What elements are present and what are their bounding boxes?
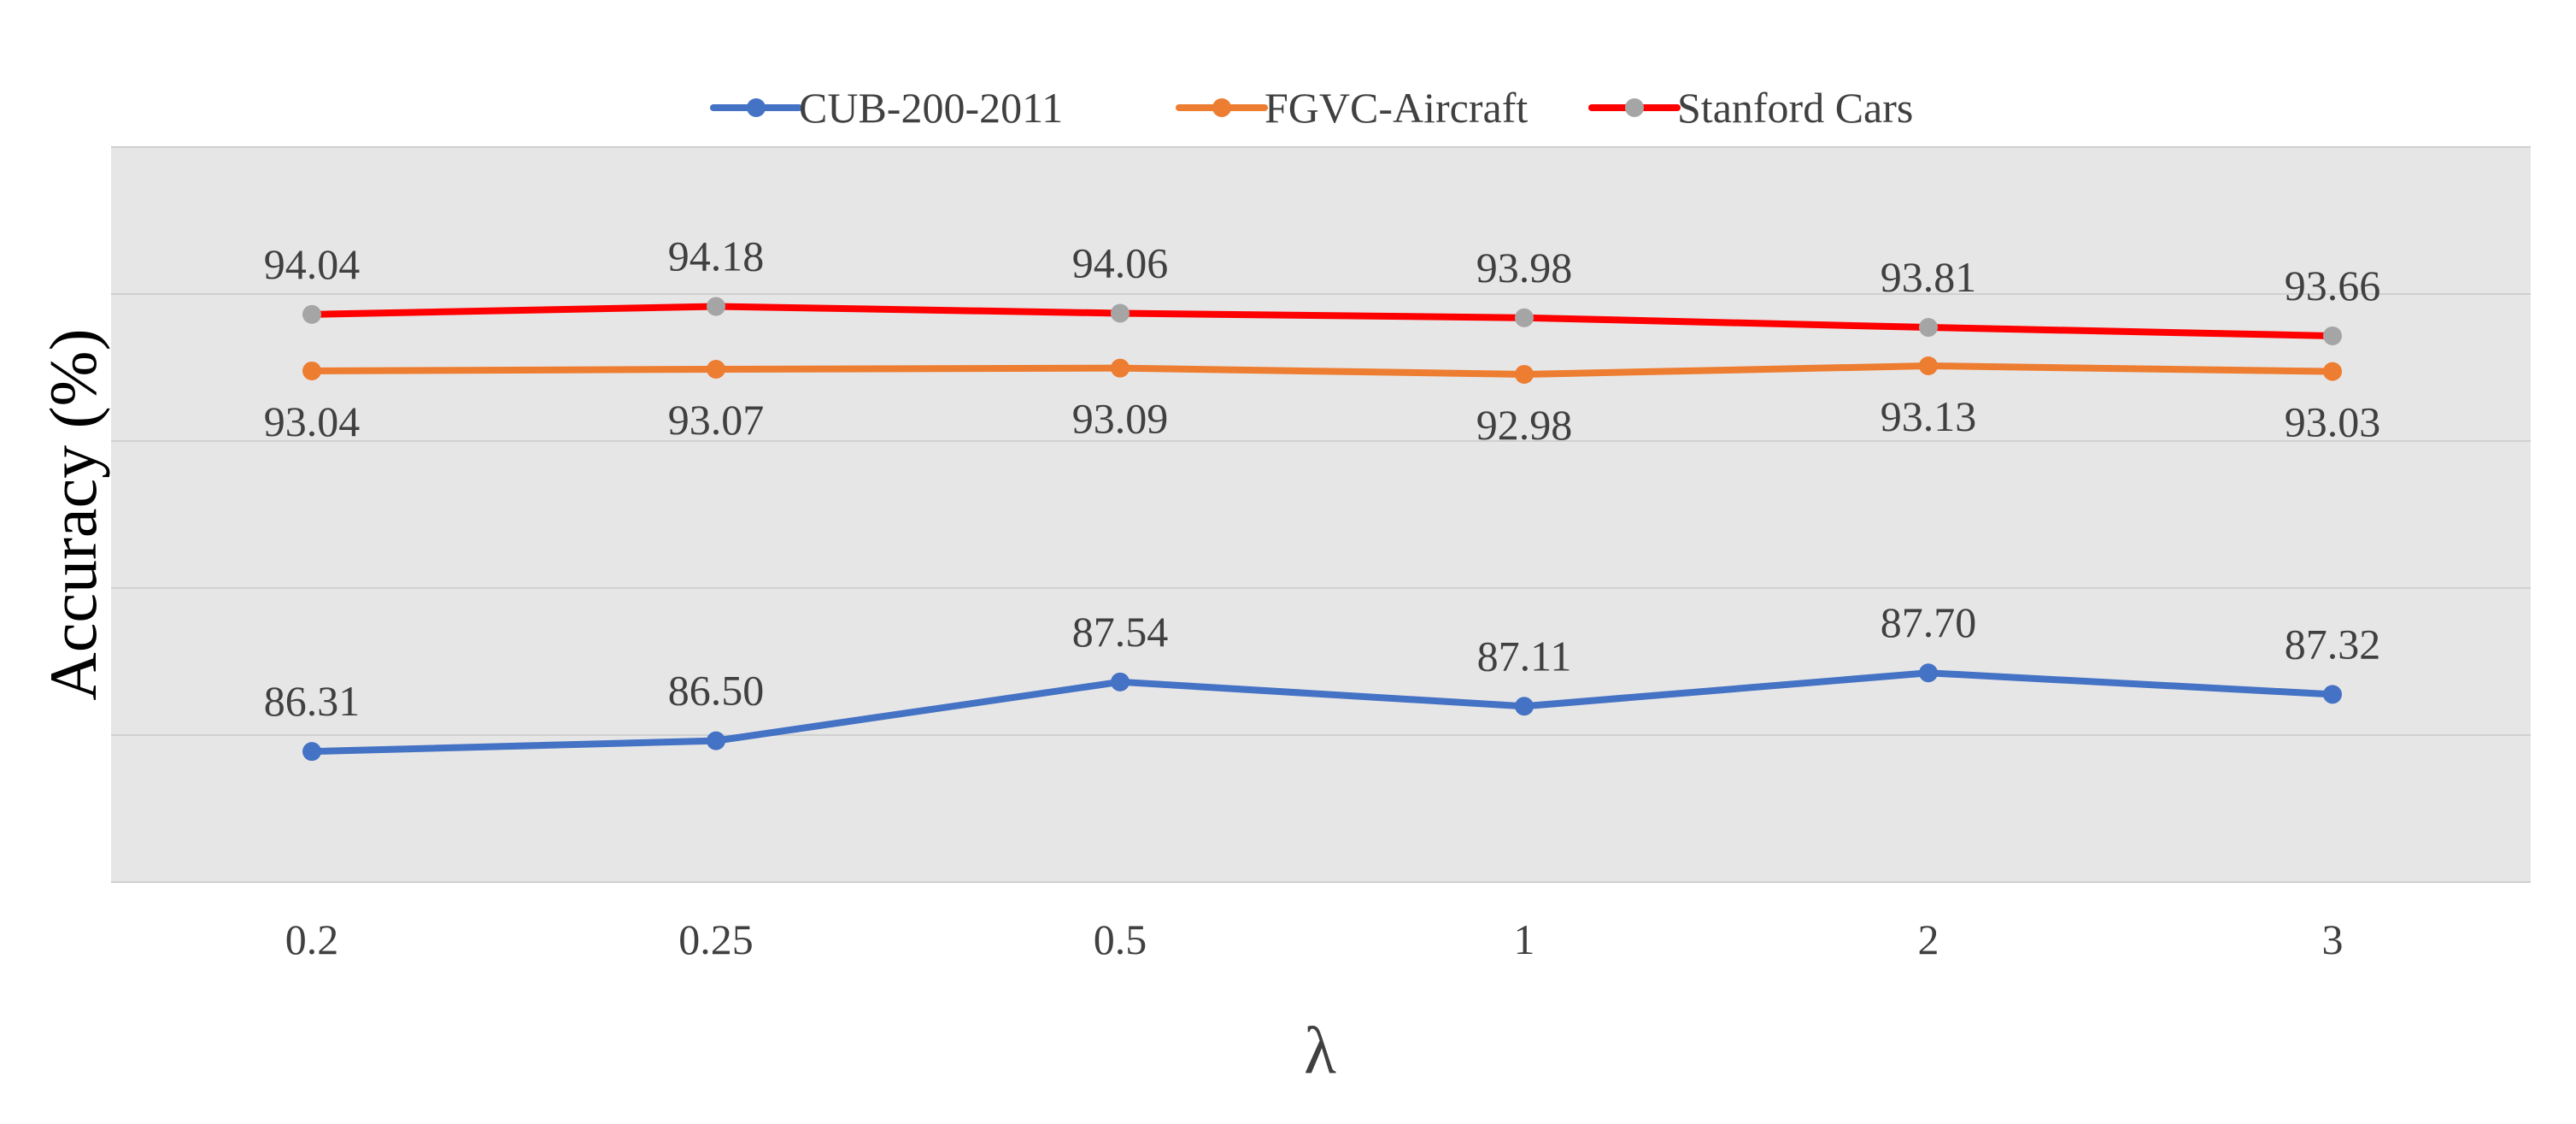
legend-marker xyxy=(1212,98,1231,117)
data-label: 86.50 xyxy=(668,667,765,715)
series-line xyxy=(308,669,2336,756)
x-tick-label: 1 xyxy=(1514,915,1535,963)
data-point xyxy=(707,359,725,379)
series-0: 86.31 86.50 87.54 87.11 87.70 87.32 xyxy=(264,598,2381,762)
x-tick-label: 2 xyxy=(1918,915,1939,963)
data-point xyxy=(1111,672,1130,691)
data-label: 87.11 xyxy=(1477,632,1572,680)
data-point xyxy=(1111,358,1130,378)
data-point xyxy=(1111,303,1130,323)
y-axis-title: Accuracy (%) xyxy=(36,328,110,700)
data-label: 93.04 xyxy=(264,397,361,445)
data-label: 87.54 xyxy=(1072,608,1169,656)
legend-marker xyxy=(747,98,766,117)
data-point xyxy=(1919,663,1938,683)
data-label: 93.98 xyxy=(1476,244,1573,291)
data-label: 93.66 xyxy=(2285,262,2381,309)
data-point xyxy=(302,361,321,380)
gridlines xyxy=(111,146,2531,883)
data-label: 87.32 xyxy=(2285,620,2381,668)
data-point xyxy=(1515,308,1534,327)
data-label: 94.06 xyxy=(1072,238,1169,286)
data-label: 86.31 xyxy=(264,677,361,725)
data-label: 93.13 xyxy=(1881,392,1977,440)
data-label: 93.03 xyxy=(2285,398,2381,446)
x-axis-ticks: 0.2 0.25 0.5 1 2 3 xyxy=(285,915,2344,963)
data-point xyxy=(2323,685,2342,704)
series-group: 86.31 86.50 87.54 87.11 87.70 87.32 93.04 93.07… xyxy=(264,232,2381,762)
data-point xyxy=(1515,697,1534,716)
series-2: 94.04 94.18 94.06 93.98 93.81 93.66 xyxy=(264,232,2381,345)
legend-label: Stanford Cars xyxy=(1677,84,1913,132)
plot-area xyxy=(111,147,2531,882)
data-point xyxy=(1919,356,1938,376)
data-label: 93.09 xyxy=(1072,395,1169,443)
data-label: 93.81 xyxy=(1881,253,1977,301)
data-label: 93.07 xyxy=(668,396,765,444)
series-line xyxy=(308,362,2336,378)
legend-label: FGVC-Aircraft xyxy=(1265,84,1528,132)
data-point xyxy=(1919,318,1938,338)
data-point xyxy=(302,742,321,762)
data-label: 94.04 xyxy=(264,240,361,288)
data-point xyxy=(302,304,321,324)
series-line xyxy=(308,303,2336,339)
legend-label: CUB-200-2011 xyxy=(799,84,1063,132)
data-point xyxy=(2323,326,2342,345)
data-point xyxy=(1515,364,1534,384)
x-tick-label: 0.25 xyxy=(678,915,754,963)
data-label: 87.70 xyxy=(1881,598,1977,646)
x-tick-label: 0.2 xyxy=(285,915,339,963)
x-axis-title: λ xyxy=(1304,1013,1336,1087)
data-point xyxy=(707,731,725,750)
data-point xyxy=(707,297,725,316)
legend-item: Stanford Cars xyxy=(1588,84,1913,132)
legend-marker xyxy=(1625,98,1644,117)
x-tick-label: 0.5 xyxy=(1094,915,1147,963)
data-point xyxy=(2323,362,2342,381)
data-label: 92.98 xyxy=(1476,401,1573,449)
series-1: 93.04 93.07 93.09 92.98 93.13 93.03 xyxy=(264,356,2381,449)
legend-item: CUB-200-2011 xyxy=(710,84,1063,132)
data-label: 94.18 xyxy=(668,232,765,280)
x-tick-label: 3 xyxy=(2322,915,2344,963)
legend-item: FGVC-Aircraft xyxy=(1176,84,1528,132)
legend: CUB-200-2011 FGVC-Aircraft Stanford Cars xyxy=(710,84,1913,132)
